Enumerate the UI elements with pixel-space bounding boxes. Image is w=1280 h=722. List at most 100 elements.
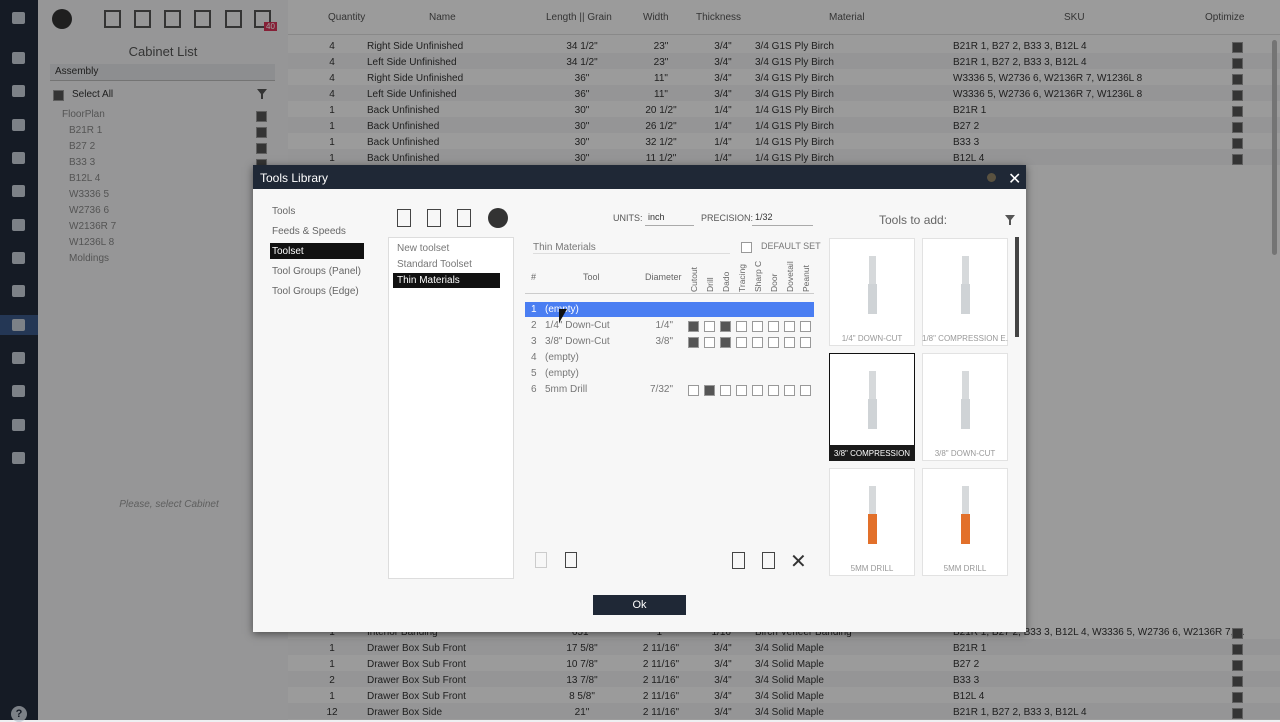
nav-icon[interactable]	[12, 352, 25, 364]
menu-item[interactable]: Feeds & Speeds	[272, 226, 346, 237]
units-select[interactable]: inch	[645, 210, 694, 226]
tool-name[interactable]: 3/8" Down-Cut	[545, 336, 610, 347]
optimize-checkbox[interactable]	[1232, 138, 1243, 149]
close-button[interactable]: ✕	[1008, 171, 1022, 188]
optimize-checkbox[interactable]	[1232, 692, 1243, 703]
optimize-checkbox[interactable]	[1232, 58, 1243, 69]
default-checkbox[interactable]	[741, 242, 752, 253]
op-checkbox[interactable]	[720, 337, 731, 348]
op-checkbox[interactable]	[752, 321, 763, 332]
nav-icon[interactable]	[12, 85, 25, 97]
tree-item[interactable]: Moldings	[69, 253, 110, 264]
download-icon[interactable]	[565, 552, 577, 568]
toolbar-icon[interactable]	[134, 10, 151, 28]
optimize-checkbox[interactable]	[1232, 90, 1243, 101]
tool-name[interactable]: (empty)	[545, 352, 579, 363]
op-checkbox[interactable]	[704, 321, 715, 332]
nav-icon[interactable]	[12, 52, 25, 64]
row-icon[interactable]	[762, 552, 775, 569]
op-checkbox[interactable]	[768, 321, 779, 332]
delete-icon[interactable]: ✕	[790, 551, 807, 573]
op-checkbox[interactable]	[784, 337, 795, 348]
tree-checkbox[interactable]	[256, 143, 267, 154]
tree-item[interactable]: B12L 4	[69, 173, 101, 184]
op-checkbox[interactable]	[688, 321, 699, 332]
nav-icon[interactable]	[12, 452, 25, 464]
toolbar-icon[interactable]	[254, 10, 271, 28]
nav-icon[interactable]	[12, 119, 25, 131]
nav-icon[interactable]	[12, 385, 25, 397]
nav-icon[interactable]	[12, 419, 25, 431]
nav-icon[interactable]	[12, 319, 25, 331]
menu-item[interactable]: Tools	[272, 206, 296, 217]
op-checkbox[interactable]	[736, 385, 747, 396]
menu-item[interactable]: Toolset	[272, 246, 304, 257]
column-header[interactable]: Length || Grain	[546, 12, 612, 23]
optimize-checkbox[interactable]	[1232, 708, 1243, 719]
op-checkbox[interactable]	[688, 385, 699, 396]
column-header[interactable]: Thickness	[696, 12, 742, 23]
toolbar-icon[interactable]	[104, 10, 121, 28]
op-checkbox[interactable]	[736, 321, 747, 332]
tool-name[interactable]: 5mm Drill	[545, 384, 588, 395]
optimize-checkbox[interactable]	[1232, 122, 1243, 133]
toolbar-icon[interactable]	[225, 10, 242, 28]
back-button[interactable]	[52, 9, 72, 29]
nav-icon[interactable]	[12, 12, 25, 24]
tree-item[interactable]: B27 2	[69, 141, 96, 152]
column-header[interactable]: Material	[829, 12, 865, 23]
tree-item[interactable]: B33 3	[69, 157, 96, 168]
help-icon[interactable]: ?	[11, 706, 27, 722]
select-all-checkbox[interactable]	[53, 90, 64, 101]
op-checkbox[interactable]	[720, 385, 731, 396]
optimize-checkbox[interactable]	[1232, 644, 1243, 655]
tool-name[interactable]: (empty)	[545, 368, 579, 379]
op-checkbox[interactable]	[784, 385, 795, 396]
op-checkbox[interactable]	[768, 385, 779, 396]
optimize-checkbox[interactable]	[1232, 628, 1243, 639]
toolset-item[interactable]: New toolset	[397, 243, 450, 254]
tree-item[interactable]: W2736 6	[69, 205, 110, 216]
op-checkbox[interactable]	[800, 321, 811, 332]
settings-icon[interactable]	[488, 208, 508, 228]
optimize-checkbox[interactable]	[1232, 106, 1243, 117]
toolset-item[interactable]: Standard Toolset	[397, 259, 472, 270]
tool-name[interactable]: 1/4" Down-Cut	[545, 320, 610, 331]
tree-item[interactable]: W2136R 7	[69, 221, 117, 232]
optimize-checkbox[interactable]	[1232, 42, 1243, 53]
nav-icon[interactable]	[12, 285, 25, 297]
toolbar-icon[interactable]	[194, 10, 211, 28]
tree-item[interactable]: W3336 5	[69, 189, 110, 200]
optimize-checkbox[interactable]	[1232, 676, 1243, 687]
optimize-checkbox[interactable]	[1232, 660, 1243, 671]
column-header[interactable]: Name	[429, 12, 456, 23]
menu-item[interactable]: Tool Groups (Panel)	[272, 266, 361, 277]
ok-button[interactable]: Ok	[593, 595, 686, 615]
tree-item[interactable]: B21R 1	[69, 125, 103, 136]
precision-select[interactable]: 1/32	[752, 210, 813, 226]
op-checkbox[interactable]	[752, 385, 763, 396]
toolset-name[interactable]: Thin Materials	[533, 242, 730, 254]
toolbar-icon[interactable]	[164, 10, 181, 28]
op-checkbox[interactable]	[704, 385, 715, 396]
toolbar-icon[interactable]	[427, 209, 441, 227]
tree-checkbox[interactable]	[256, 127, 267, 138]
column-header[interactable]: SKU	[1064, 12, 1085, 23]
nav-icon[interactable]	[12, 152, 25, 164]
toolbar-icon[interactable]	[397, 209, 411, 227]
toolbar-icon[interactable]	[457, 209, 471, 227]
op-checkbox[interactable]	[768, 337, 779, 348]
nav-icon[interactable]	[12, 185, 25, 197]
optimize-checkbox[interactable]	[1232, 74, 1243, 85]
op-checkbox[interactable]	[800, 385, 811, 396]
tree-item[interactable]: W1236L 8	[69, 237, 115, 248]
op-checkbox[interactable]	[784, 321, 795, 332]
toolset-item[interactable]: Thin Materials	[397, 275, 460, 286]
tree-item[interactable]: FloorPlan	[62, 109, 105, 120]
op-checkbox[interactable]	[736, 337, 747, 348]
column-header[interactable]: Width	[643, 12, 669, 23]
op-checkbox[interactable]	[688, 337, 699, 348]
nav-icon[interactable]	[12, 219, 25, 231]
tree-checkbox[interactable]	[256, 111, 267, 122]
nav-icon[interactable]	[12, 252, 25, 264]
